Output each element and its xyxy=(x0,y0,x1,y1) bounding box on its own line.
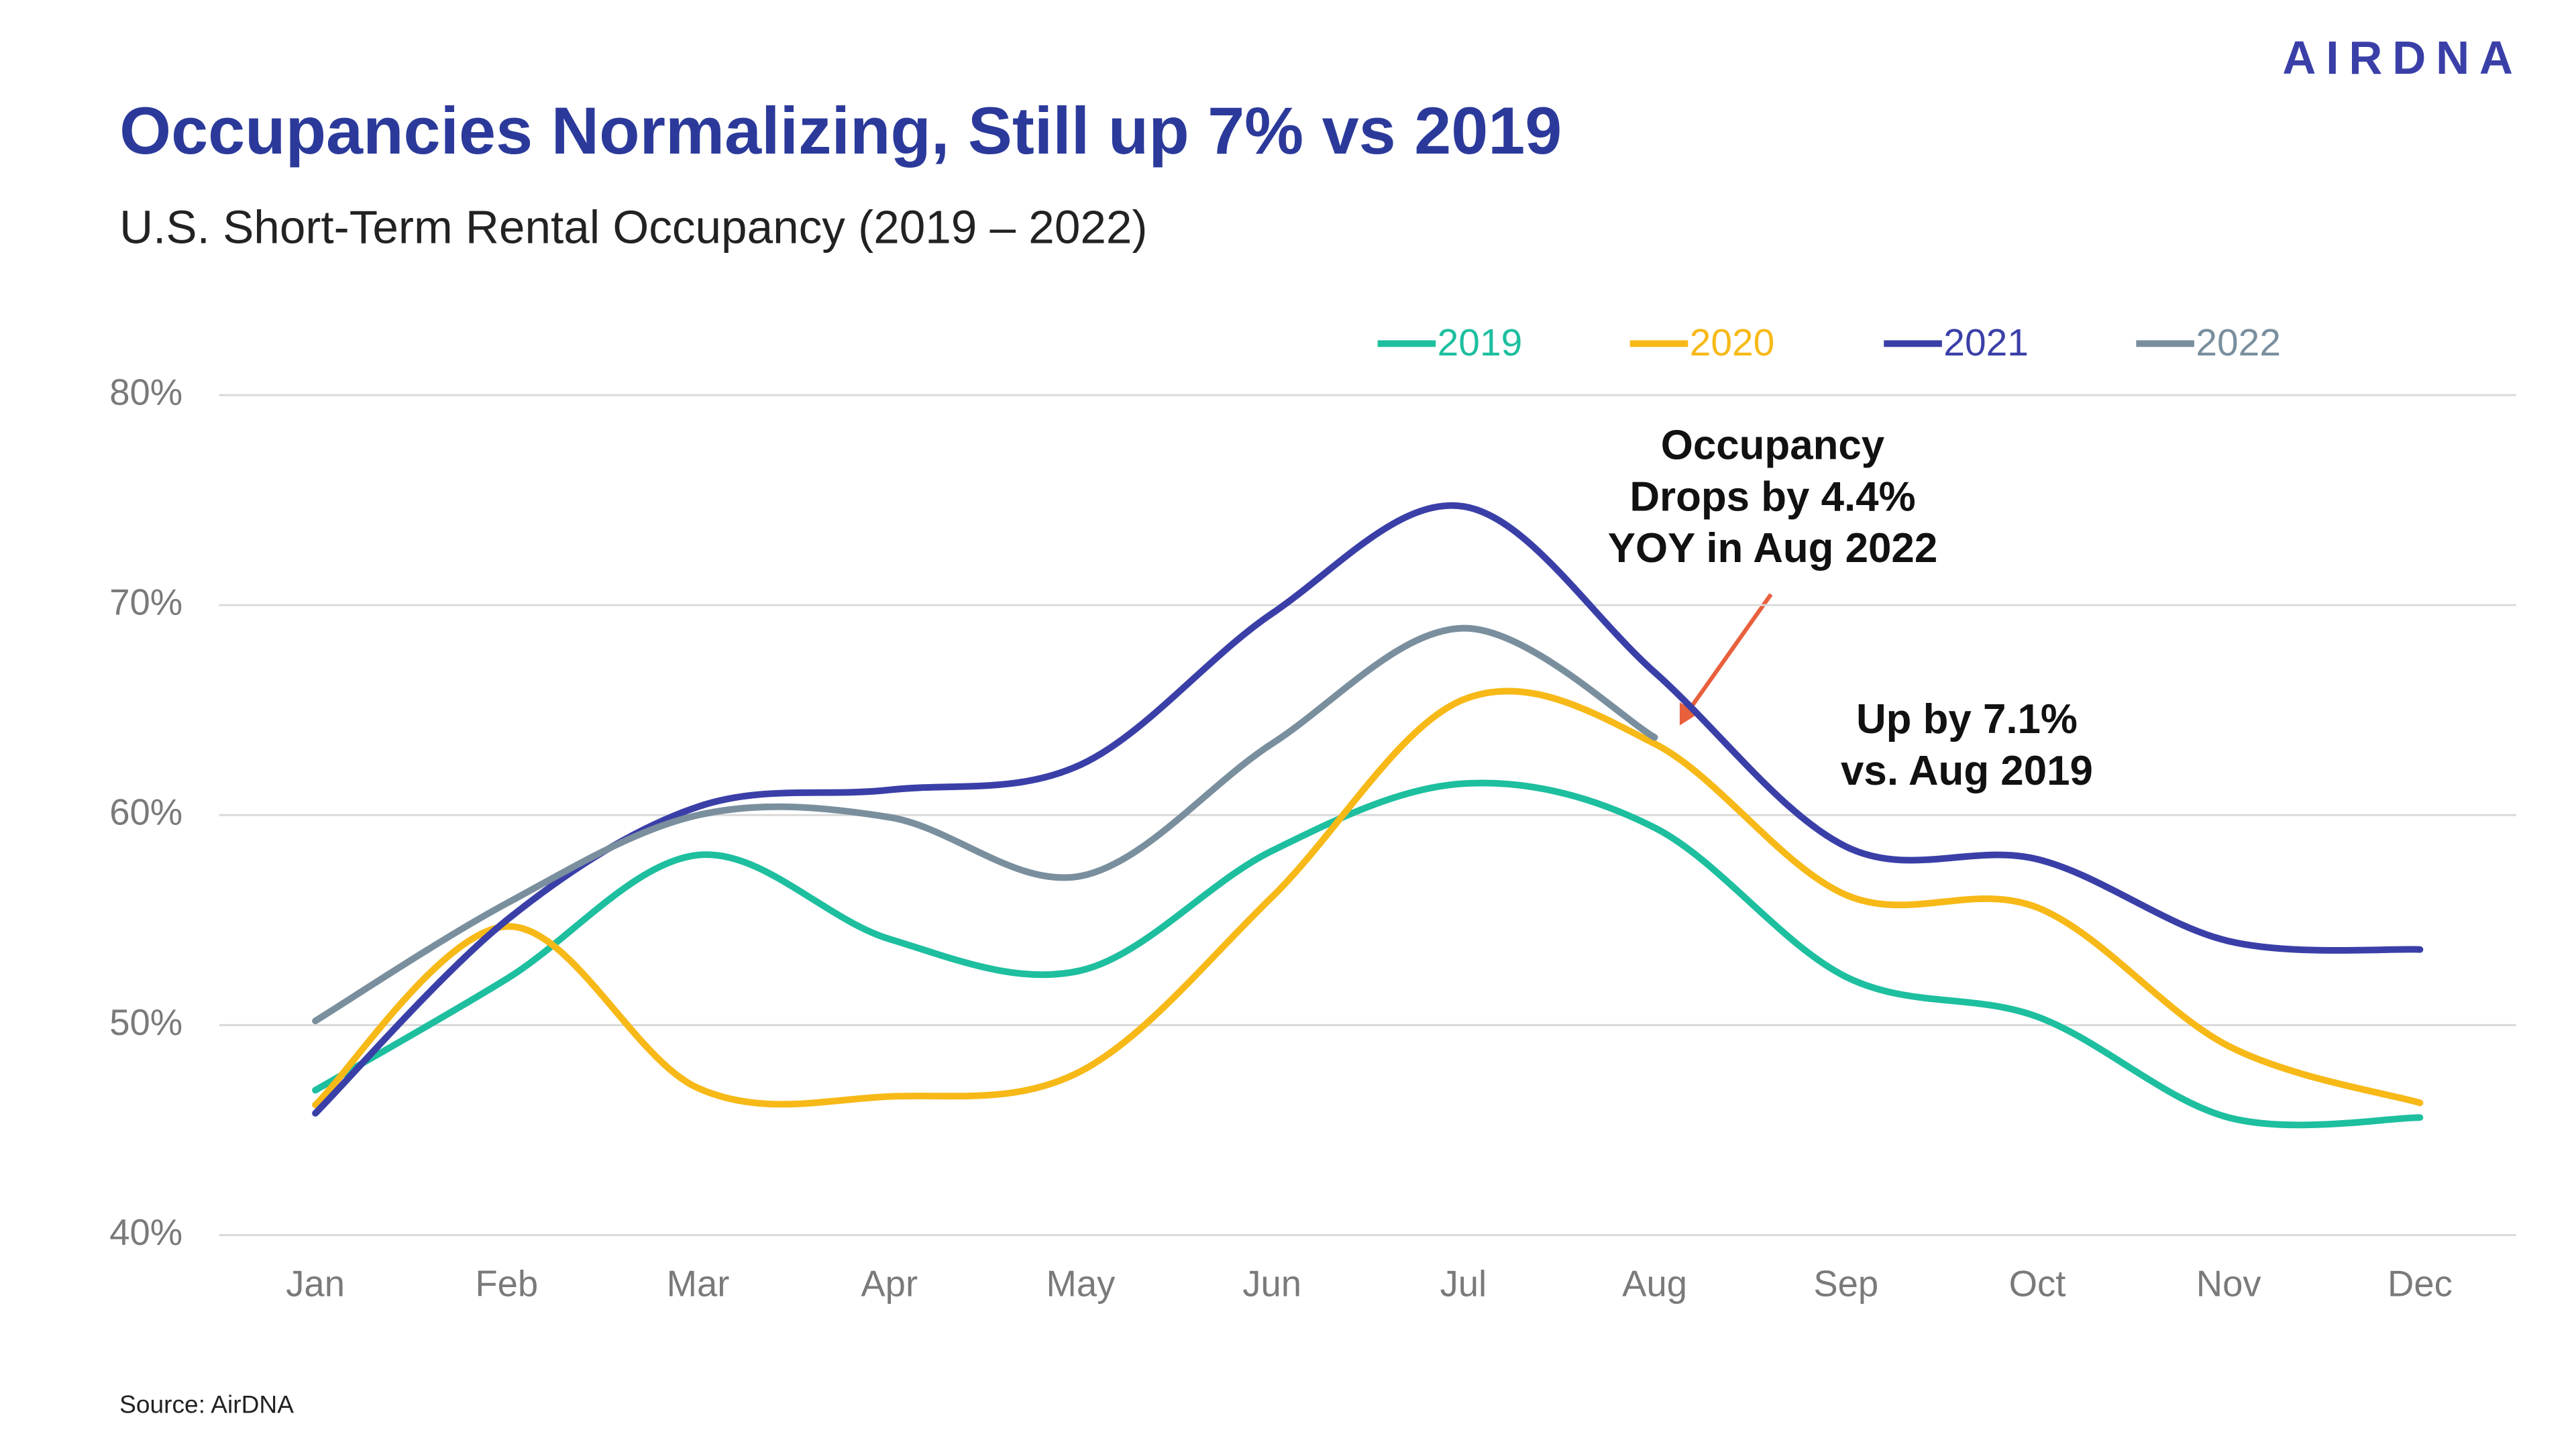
y-tick-label: 70% xyxy=(109,582,182,623)
annotation: Drops by 4.4% xyxy=(1629,474,1915,520)
x-tick-label: Nov xyxy=(2196,1264,2262,1305)
series-line xyxy=(312,687,2424,1109)
legend-label: 2020 xyxy=(1690,321,1775,364)
legend-label: 2019 xyxy=(1438,321,1523,364)
chart-title: Occupancies Normalizing, Still up 7% vs … xyxy=(119,93,1562,168)
annotation: vs. Aug 2019 xyxy=(1841,748,2093,794)
annotation: Up by 7.1% xyxy=(1856,696,2078,742)
x-tick-label: Oct xyxy=(2009,1264,2066,1305)
legend-label: 2021 xyxy=(1943,321,2029,364)
annotation-arrow xyxy=(1684,593,1773,716)
x-tick-label: Mar xyxy=(667,1264,730,1305)
x-tick-label: Jul xyxy=(1440,1264,1487,1305)
annotation: Occupancy xyxy=(1661,423,1885,469)
x-tick-label: Jan xyxy=(286,1264,345,1305)
annotation: YOY in Aug 2022 xyxy=(1608,525,1938,571)
legend-label: 2022 xyxy=(2196,321,2281,364)
chart-subtitle: U.S. Short-Term Rental Occupancy (2019 –… xyxy=(119,201,1147,253)
arrow-head xyxy=(1679,702,1699,726)
x-tick-label: Jun xyxy=(1242,1264,1301,1305)
y-tick-label: 50% xyxy=(109,1002,182,1043)
source-note: Source: AirDNA xyxy=(119,1390,294,1418)
x-tick-label: Dec xyxy=(2387,1264,2453,1305)
logo: AIRDNA xyxy=(2282,32,2522,84)
series-line xyxy=(312,779,2424,1129)
series-line xyxy=(312,502,2424,1117)
series-line xyxy=(312,624,1658,1025)
x-tick-label: Aug xyxy=(1622,1264,1687,1305)
x-tick-label: Feb xyxy=(475,1264,538,1305)
y-tick-label: 60% xyxy=(109,792,182,833)
y-tick-label: 80% xyxy=(109,372,182,412)
y-tick-label: 40% xyxy=(109,1212,182,1253)
x-tick-label: May xyxy=(1046,1264,1116,1305)
x-tick-label: Apr xyxy=(861,1264,918,1305)
x-tick-label: Sep xyxy=(1813,1264,1878,1305)
